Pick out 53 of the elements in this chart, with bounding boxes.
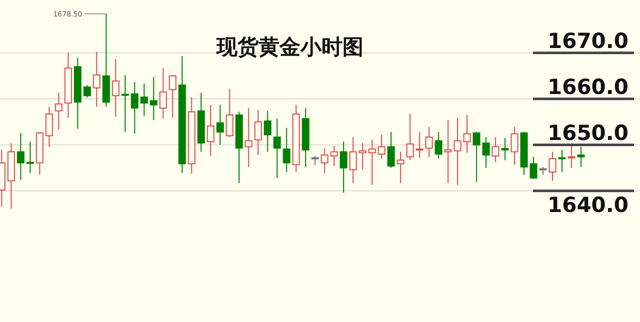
candlestick — [463, 114, 471, 154]
candlestick — [16, 132, 24, 180]
candlestick — [482, 136, 490, 168]
ref-line-label: 1640.0 — [547, 192, 629, 217]
candlestick — [444, 120, 452, 184]
candlestick — [159, 68, 167, 120]
candlestick — [568, 142, 576, 168]
candlestick — [320, 148, 328, 174]
ref-line-label: 1650.0 — [547, 120, 629, 145]
ref-line-label: 1660.0 — [547, 74, 629, 99]
candlestick — [558, 149, 566, 173]
candlestick — [54, 92, 62, 130]
candlestick — [396, 151, 404, 184]
candlestick — [387, 132, 395, 168]
candlestick — [330, 145, 338, 167]
candlestick — [45, 106, 53, 148]
candlestick — [216, 104, 224, 146]
candlestick — [264, 110, 272, 152]
candlestick — [492, 136, 500, 162]
candlestick — [368, 139, 376, 186]
candlestick — [434, 132, 442, 160]
candlestick — [150, 76, 158, 121]
candlestick — [340, 141, 348, 194]
candlestick — [226, 88, 234, 138]
candlestick — [425, 126, 433, 158]
candlestick — [26, 141, 34, 174]
candlestick — [121, 74, 129, 133]
candlestick — [577, 146, 585, 168]
candlestick — [472, 132, 480, 182]
candlestick — [254, 109, 262, 156]
candlestick — [244, 108, 252, 168]
candlestick — [454, 117, 462, 186]
candlestick — [273, 118, 281, 179]
candlestick — [92, 51, 100, 108]
candlestick — [112, 58, 120, 118]
candlestick — [140, 83, 148, 116]
candlestick — [282, 127, 290, 173]
candlestick — [501, 138, 509, 161]
candlestick — [83, 84, 91, 98]
candlestick — [378, 134, 386, 160]
candlestick — [311, 155, 319, 166]
candlestick — [349, 136, 357, 184]
candlestick — [206, 104, 214, 156]
candlestick — [530, 156, 538, 180]
candlestick — [548, 151, 556, 182]
candlestick — [168, 74, 176, 118]
text: 现货黄金小时图 — [216, 35, 364, 59]
ref-line-label: 1670.0 — [547, 28, 629, 53]
candlestick — [510, 126, 518, 166]
candlestick — [358, 142, 366, 170]
candlestick — [416, 132, 424, 158]
candlestick — [130, 81, 138, 134]
candlestick — [406, 114, 414, 161]
